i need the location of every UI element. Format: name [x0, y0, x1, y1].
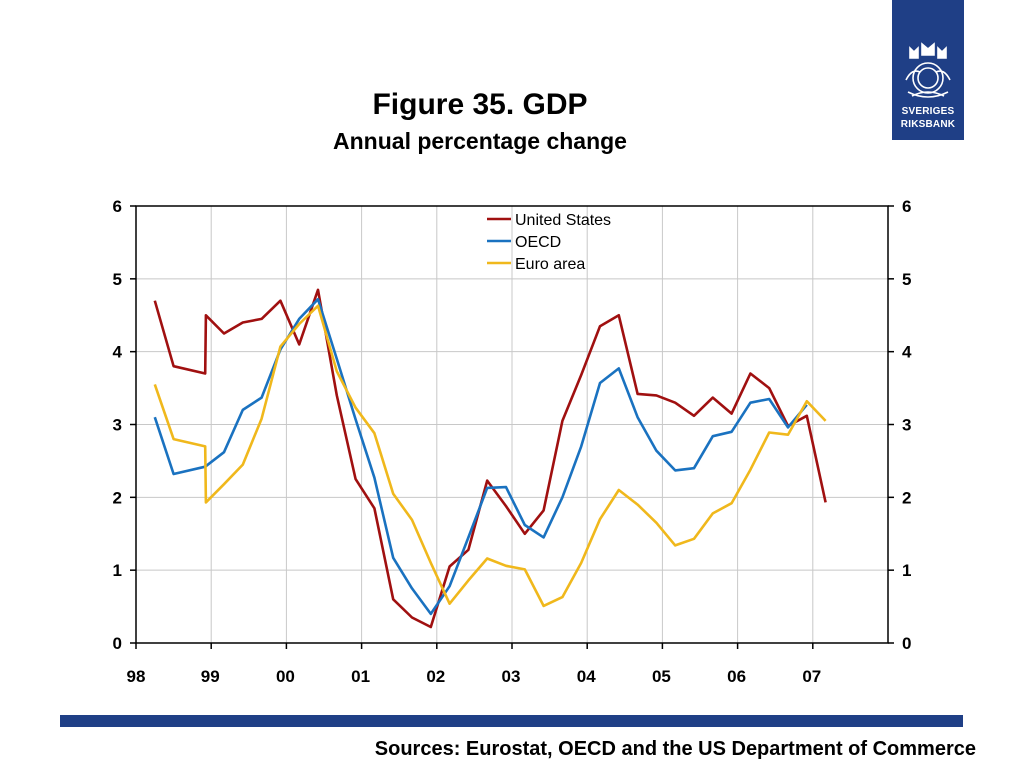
y-tick-label-left: 4	[113, 343, 123, 362]
logo-text-line1: SVERIGES	[901, 106, 955, 117]
y-tick-label-right: 2	[902, 488, 911, 507]
x-tick-label: 07	[802, 667, 821, 686]
legend: United States OECD Euro area	[487, 212, 611, 273]
axes: 0 01 12 23 34 45 56 698 99 00 01 02 03 04 05 06 07	[113, 197, 912, 686]
logo-text-line2: RIKSBANK	[900, 119, 956, 130]
series-line-united-states	[153, 288, 827, 629]
x-tick-label: 02	[426, 667, 445, 686]
y-tick-label-left: 3	[113, 416, 122, 435]
footer-divider-bar	[60, 715, 963, 727]
x-tick-label: 05	[652, 667, 671, 686]
x-tick-label: 99	[201, 667, 220, 686]
y-tick-label-right: 0	[902, 634, 911, 653]
y-tick-label-left: 6	[113, 197, 122, 216]
crown-emblem-icon	[905, 42, 951, 98]
grid-lines	[136, 206, 888, 643]
y-tick-label-left: 5	[113, 270, 122, 289]
y-tick-label-right: 5	[902, 270, 911, 289]
y-tick-label-right: 3	[902, 416, 911, 435]
x-tick-label: 04	[577, 667, 596, 686]
legend-label: Euro area	[515, 256, 585, 273]
y-tick-label-left: 1	[113, 561, 122, 580]
series-lines	[153, 288, 827, 629]
y-tick-label-right: 4	[902, 343, 912, 362]
y-tick-label-right: 1	[902, 561, 911, 580]
legend-label: United States	[515, 212, 611, 229]
y-tick-label-right: 6	[902, 197, 911, 216]
x-tick-label: 98	[127, 667, 146, 686]
x-tick-label: 03	[502, 667, 521, 686]
chart-subtitle: Annual percentage change	[333, 128, 627, 154]
x-tick-label: 06	[727, 667, 746, 686]
gdp-line-chart: 0 01 12 23 34 45 56 698 99 00 01 02 03 04 05 06 07 Unite…	[113, 197, 912, 686]
x-tick-label: 00	[276, 667, 295, 686]
y-tick-label-left: 0	[113, 634, 122, 653]
legend-label: OECD	[515, 234, 561, 251]
riksbank-logo: SVERIGES RIKSBANK	[892, 0, 964, 140]
x-tick-label: 01	[351, 667, 370, 686]
chart-title: Figure 35. GDP	[372, 88, 588, 121]
y-tick-label-left: 2	[113, 488, 122, 507]
sources-note: Sources: Eurostat, OECD and the US Depar…	[374, 738, 976, 760]
series-line-euro-area	[153, 304, 827, 608]
